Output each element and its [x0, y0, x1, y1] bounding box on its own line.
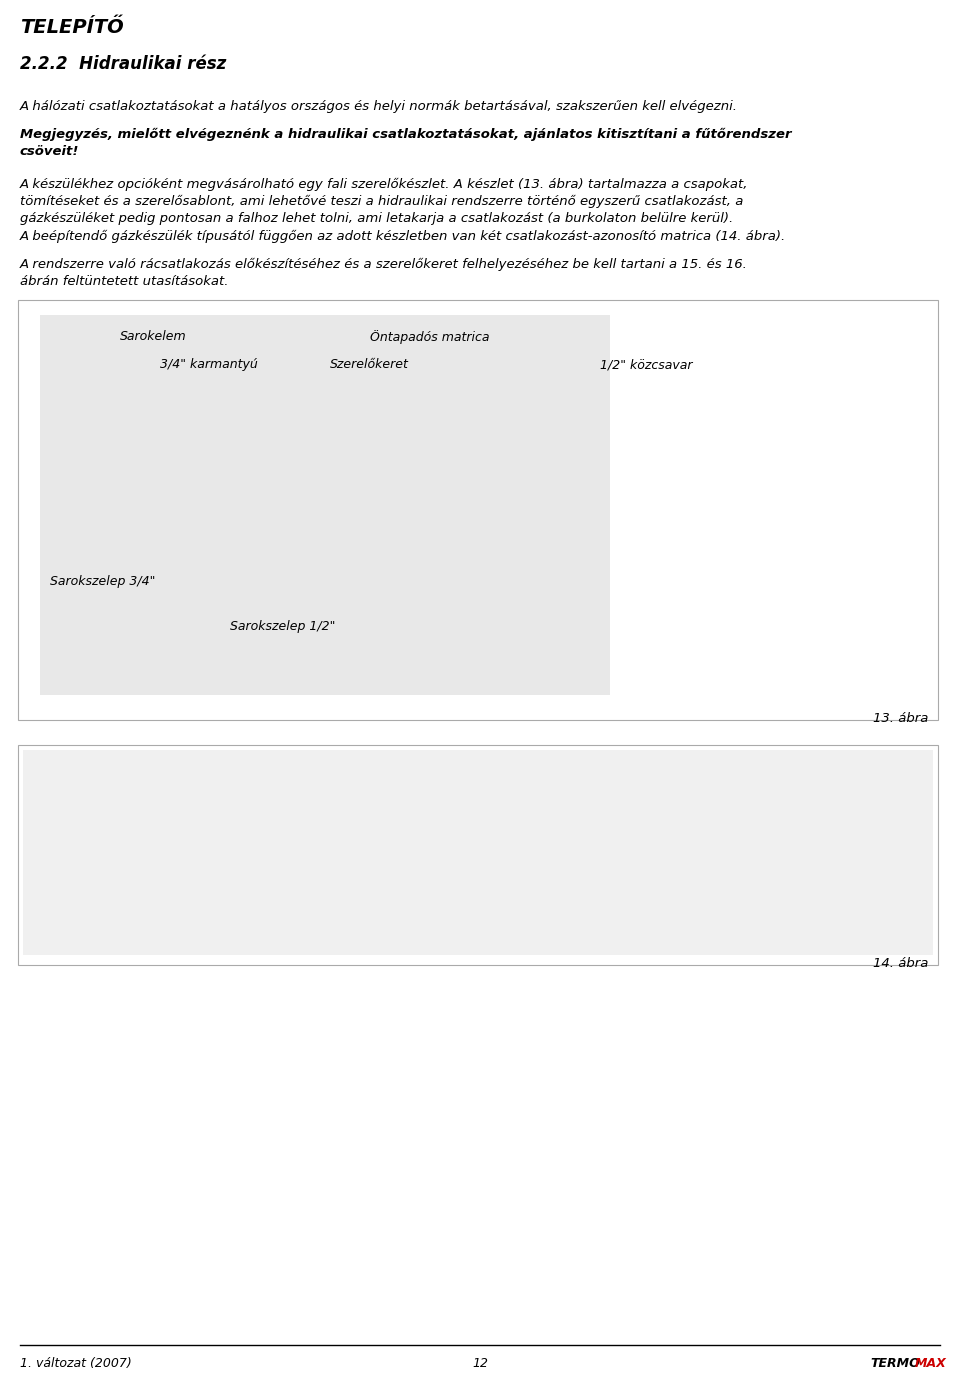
Text: 12: 12	[472, 1357, 488, 1370]
Text: 13. ábra: 13. ábra	[873, 713, 928, 725]
Text: A készülékhez opcióként megvásárolható egy fali szerelőkészlet. A készlet (13. á: A készülékhez opcióként megvásárolható e…	[20, 178, 786, 243]
Text: 1/2" közcsavar: 1/2" közcsavar	[600, 358, 692, 371]
Text: Öntapadós matrica: Öntapadós matrica	[370, 331, 490, 344]
Text: 3/4" karmantyú: 3/4" karmantyú	[160, 358, 257, 371]
Text: MAX: MAX	[915, 1357, 947, 1370]
FancyBboxPatch shape	[18, 300, 938, 720]
Text: TELEPÍTŐ: TELEPÍTŐ	[20, 18, 124, 38]
FancyBboxPatch shape	[18, 745, 938, 965]
Text: Sarokelem: Sarokelem	[120, 331, 186, 343]
Text: A hálózati csatlakoztatásokat a hatályos országos és helyi normák betartásával, : A hálózati csatlakoztatásokat a hatályos…	[20, 100, 738, 113]
FancyBboxPatch shape	[40, 315, 610, 694]
Text: 2.2.2  Hidraulikai rész: 2.2.2 Hidraulikai rész	[20, 56, 227, 74]
Text: Szerelőkeret: Szerelőkeret	[330, 358, 409, 371]
Text: TERMO: TERMO	[870, 1357, 920, 1370]
Text: 14. ábra: 14. ábra	[873, 957, 928, 970]
Text: 1. változat (2007): 1. változat (2007)	[20, 1357, 132, 1370]
Text: Sarokszelep 1/2": Sarokszelep 1/2"	[230, 619, 335, 633]
Text: Megjegyzés, mielőtt elvégeznénk a hidraulikai csatlakoztatásokat, ajánlatos kiti: Megjegyzés, mielőtt elvégeznénk a hidrau…	[20, 128, 791, 158]
Text: A rendszerre való rácsatlakozás előkészítéséhez és a szerelőkeret felhelyezéséhe: A rendszerre való rácsatlakozás előkészí…	[20, 258, 748, 288]
Text: Sarokszelep 3/4": Sarokszelep 3/4"	[50, 575, 156, 588]
FancyBboxPatch shape	[23, 750, 933, 956]
